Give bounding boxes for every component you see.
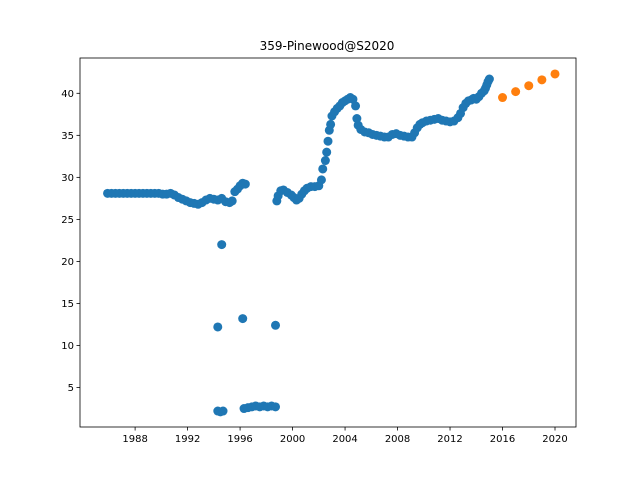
data-point-series0-71 — [320, 156, 330, 166]
x-tick-label: 1996 — [227, 434, 252, 445]
x-tick-label: 2008 — [385, 434, 410, 445]
y-tick-label: 15 — [61, 299, 74, 310]
y-tick-label: 30 — [61, 173, 74, 184]
plot-frame — [79, 57, 577, 428]
data-point-series0-37 — [240, 179, 250, 189]
x-tick-label: 1992 — [175, 434, 200, 445]
data-point-series0-70 — [318, 164, 328, 174]
axes: 1988 1992 1996 2000 2004 2008 2012 2016 2020 5 10 1… — [61, 57, 577, 445]
data-point-series0-73 — [323, 136, 333, 146]
data-point-series1-3 — [537, 75, 547, 85]
x-tick-label: 2004 — [332, 434, 357, 445]
data-point-series0-38 — [213, 322, 223, 332]
data-point-series1-1 — [511, 87, 521, 97]
y-tick-label: 10 — [61, 341, 74, 352]
data-point-series0-85 — [351, 101, 361, 111]
y-tick-label: 5 — [68, 383, 74, 394]
y-tick-label: 35 — [61, 131, 74, 142]
data-points — [103, 69, 560, 417]
data-point-series0-39 — [217, 240, 227, 250]
data-point-series0-128 — [484, 74, 494, 84]
data-point-series1-0 — [498, 93, 508, 103]
y-tick-label: 40 — [61, 89, 74, 100]
x-tick-label: 2016 — [490, 434, 515, 445]
y-tick-label: 25 — [61, 215, 74, 226]
chart-title: 359-Pinewood@S2020 — [260, 39, 395, 53]
x-tick-label: 2012 — [437, 434, 462, 445]
data-point-series0-69 — [316, 175, 326, 185]
x-tick-label: 2020 — [542, 434, 567, 445]
data-point-series1-2 — [524, 81, 534, 91]
x-tick-label: 2000 — [280, 434, 305, 445]
data-point-series0-75 — [326, 119, 336, 129]
data-point-series0-72 — [322, 147, 332, 157]
data-point-series0-53 — [271, 402, 281, 412]
data-point-series0-86 — [352, 114, 362, 124]
x-tick-label: 1988 — [122, 434, 147, 445]
data-point-series0-44 — [218, 406, 228, 416]
data-point-series0-41 — [271, 320, 281, 330]
data-point-series0-32 — [227, 196, 237, 206]
data-point-series0-40 — [238, 314, 248, 324]
y-tick-label: 20 — [61, 257, 74, 268]
data-point-series1-4 — [550, 69, 560, 79]
